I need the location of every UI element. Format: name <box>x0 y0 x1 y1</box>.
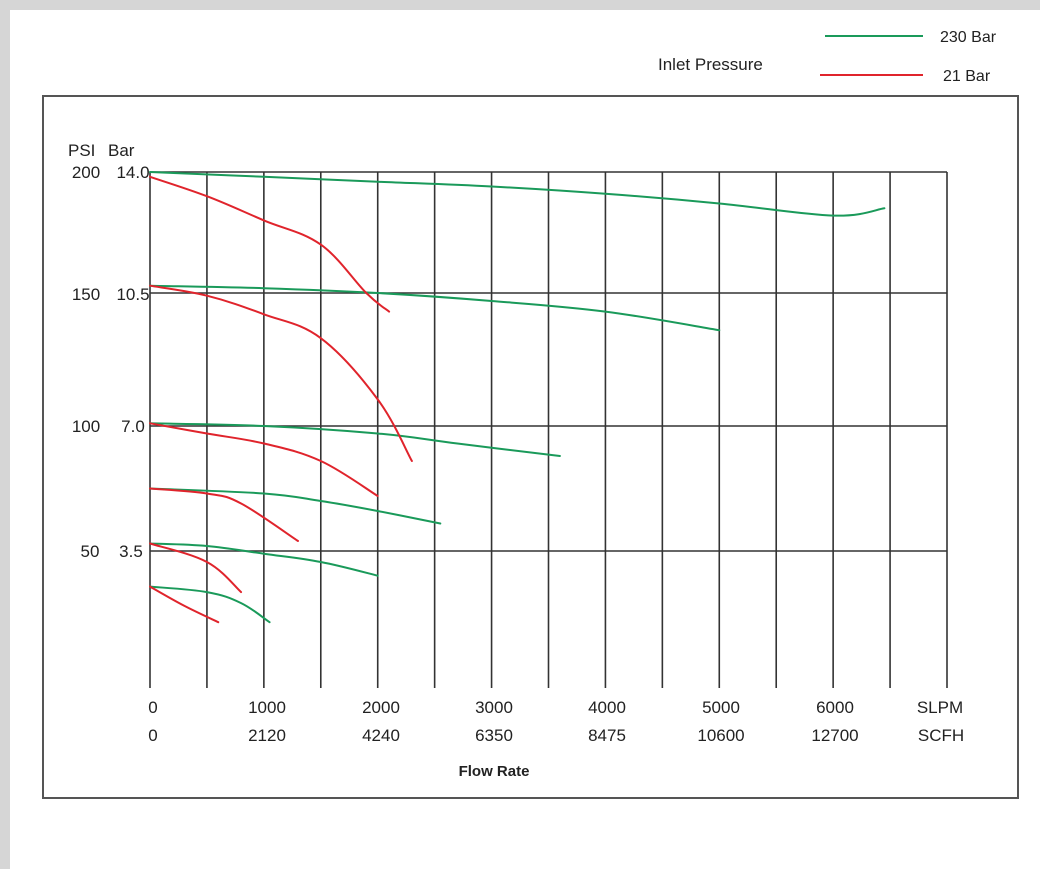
y-axis-unit-bar: Bar <box>108 141 135 160</box>
legend-title: Inlet Pressure <box>658 55 763 74</box>
x-axis-unit-slpm: SLPM <box>917 698 963 717</box>
series-line-230-bar <box>149 422 561 457</box>
y-tick-psi: 50 <box>81 542 100 561</box>
series-line-230-bar <box>149 284 721 332</box>
y-tick-bar: 3.5 <box>119 542 143 561</box>
chart-frame <box>42 95 1019 799</box>
chart-canvas: Inlet Pressure 230 Bar 21 Bar PSI Bar 20… <box>10 10 1040 869</box>
legend-label-21-bar: 21 Bar <box>943 68 991 85</box>
grid <box>149 171 948 688</box>
x-tick-slpm: 3000 <box>475 698 513 717</box>
series-line-230-bar <box>149 542 379 577</box>
series-line-21-bar <box>149 585 220 624</box>
x-tick-slpm: 0 <box>148 698 157 717</box>
x-tick-labels: 0 0 1000 2120 2000 4240 3000 6350 4000 8… <box>148 698 964 745</box>
x-tick-slpm: 6000 <box>816 698 854 717</box>
series <box>149 171 886 624</box>
y-tick-psi: 150 <box>72 285 100 304</box>
series-line-230-bar <box>149 487 442 525</box>
y-axis-unit-psi: PSI <box>68 141 95 160</box>
x-tick-scfh: 8475 <box>588 726 626 745</box>
x-tick-slpm: 5000 <box>702 698 740 717</box>
series-line-21-bar <box>149 487 299 542</box>
legend-label-230-bar: 230 Bar <box>940 29 997 46</box>
x-tick-scfh: 4240 <box>362 726 400 745</box>
y-tick-bar: 7.0 <box>121 417 145 436</box>
x-tick-slpm: 1000 <box>248 698 286 717</box>
y-tick-bar: 10.5 <box>116 285 149 304</box>
x-tick-scfh: 6350 <box>475 726 513 745</box>
x-axis-unit-scfh: SCFH <box>918 726 964 745</box>
y-tick-labels: 200 14.0 150 10.5 100 7.0 50 3.5 <box>72 163 150 561</box>
x-axis-title: Flow Rate <box>459 763 530 780</box>
x-tick-slpm: 2000 <box>362 698 400 717</box>
series-line-230-bar <box>149 171 886 217</box>
x-tick-scfh: 0 <box>148 726 157 745</box>
series-line-21-bar <box>149 175 391 313</box>
x-tick-scfh: 2120 <box>248 726 286 745</box>
flow-rate-chart: Inlet Pressure 230 Bar 21 Bar PSI Bar 20… <box>42 29 1019 799</box>
x-tick-slpm: 4000 <box>588 698 626 717</box>
series-line-230-bar <box>149 585 271 624</box>
x-tick-scfh: 10600 <box>697 726 744 745</box>
series-line-21-bar <box>149 422 379 497</box>
legend: Inlet Pressure 230 Bar 21 Bar <box>658 29 997 85</box>
y-tick-bar: 14.0 <box>116 163 149 182</box>
series-line-21-bar <box>149 542 243 594</box>
series-line-21-bar <box>149 284 413 462</box>
x-tick-scfh: 12700 <box>811 726 858 745</box>
y-tick-psi: 100 <box>72 417 100 436</box>
y-tick-psi: 200 <box>72 163 100 182</box>
